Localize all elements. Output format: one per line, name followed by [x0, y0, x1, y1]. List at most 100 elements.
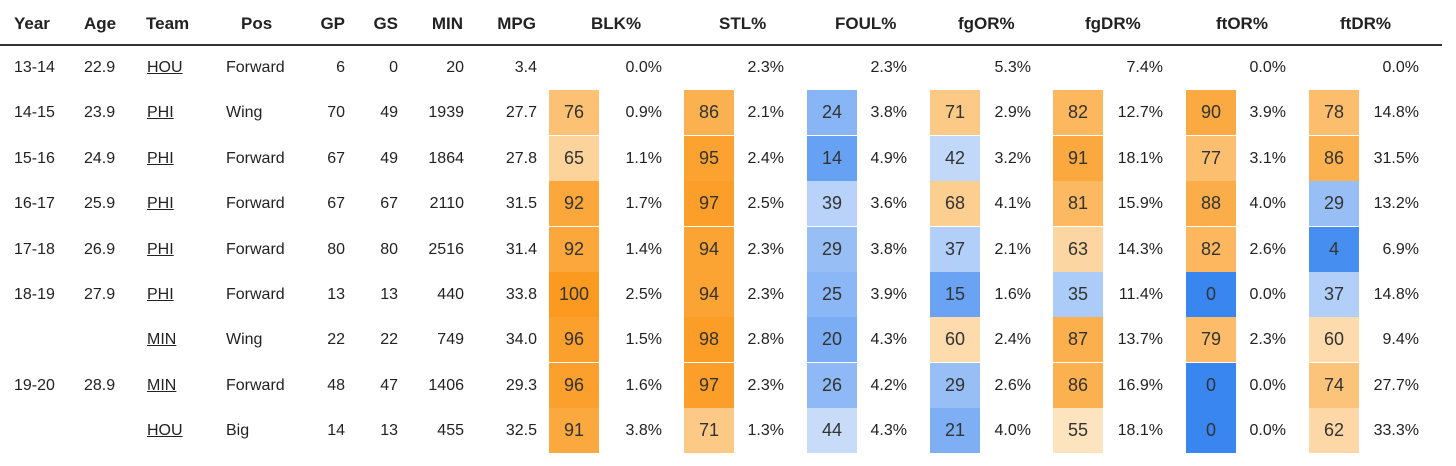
header-fgor: fgOR%	[958, 14, 1015, 33]
cell-gs: 80	[380, 240, 398, 258]
stat-value-stl: 2.5%	[747, 195, 784, 213]
percentile-cell-ftdr: 37	[1309, 272, 1359, 317]
percentile-cell-foul: 26	[807, 362, 857, 408]
stat-value-foul: 2.3%	[870, 59, 907, 76]
table-row: 18-19 27.9 PHI Forward 13 13 440 33.8 100 2.5% 94 2…	[0, 272, 1456, 317]
stat-value-ftor: 0.0%	[1249, 422, 1286, 440]
stat-value-fgor: 1.6%	[994, 286, 1031, 303]
percentile-cell-ftor: 82	[1186, 226, 1236, 272]
team-link[interactable]: PHI	[147, 104, 174, 122]
team-link[interactable]: MIN	[147, 376, 177, 394]
percentile-cell-ftor: 79	[1186, 317, 1236, 363]
cell-gp: 6	[336, 59, 345, 76]
stat-value-fgor: 4.1%	[994, 195, 1031, 213]
cell-mpg: 32.5	[505, 422, 537, 440]
percentile-cell-stl: 95	[684, 135, 734, 181]
stat-value-ftor: 0.0%	[1249, 59, 1286, 76]
cell-mpg: 29.3	[505, 376, 537, 394]
percentile-cell-blk: 100	[549, 272, 599, 317]
percentile-cell-fgdr: 55	[1053, 408, 1103, 454]
percentile-cell-blk: 96	[549, 317, 599, 363]
stat-value-fgor: 2.9%	[994, 104, 1031, 122]
percentile-cell-fgdr: 63	[1053, 226, 1103, 272]
stat-value-foul: 3.8%	[870, 104, 907, 122]
cell-gs: 13	[380, 422, 398, 440]
stat-value-stl: 2.3%	[747, 59, 784, 76]
cell-age: 25.9	[84, 195, 116, 213]
stat-value-fgdr: 13.7%	[1117, 331, 1163, 349]
percentile-cell-ftor: 0	[1186, 272, 1236, 317]
team-link[interactable]: PHI	[147, 286, 174, 303]
stat-value-ftdr: 14.8%	[1373, 286, 1419, 303]
table-row: HOU Big 14 13 455 32.5 91 3.8% 71 1.3% 44 4.3% 21 4.0…	[0, 408, 1456, 454]
cell-min: 455	[437, 422, 464, 440]
percentile-cell-blk: 65	[549, 135, 599, 181]
cell-pos: Forward	[226, 240, 285, 258]
cell-age: 23.9	[84, 104, 116, 122]
header-stl: STL%	[719, 14, 767, 33]
stat-value-ftor: 2.6%	[1249, 240, 1286, 258]
cell-gp: 70	[327, 104, 345, 122]
cell-gp: 67	[327, 195, 345, 213]
percentile-cell-ftor: 0	[1186, 362, 1236, 408]
team-link[interactable]: MIN	[147, 331, 177, 349]
table-row: 16-17 25.9 PHI Forward 67 67 2110 31.5 92 1.7% 97 2…	[0, 181, 1456, 227]
stat-value-ftor: 3.1%	[1249, 149, 1286, 167]
stat-value-fgdr: 18.1%	[1117, 149, 1163, 167]
percentile-cell-ftdr: 74	[1309, 362, 1359, 408]
header-gs: GS	[373, 14, 398, 33]
percentile-cell-stl: 71	[684, 408, 734, 454]
stat-value-ftdr: 0.0%	[1382, 59, 1419, 76]
stat-value-ftor: 2.3%	[1249, 331, 1286, 349]
cell-pos: Wing	[226, 331, 263, 349]
header-mpg: MPG	[497, 14, 536, 33]
cell-gp: 80	[327, 240, 345, 258]
cell-year	[14, 408, 64, 453]
percentile-cell-stl: 94	[684, 226, 734, 272]
stat-value-ftdr: 6.9%	[1382, 240, 1419, 258]
percentile-cell-fgdr: 35	[1053, 272, 1103, 317]
stat-value-fgor: 3.2%	[994, 149, 1031, 167]
stat-value-stl: 2.3%	[747, 240, 784, 258]
cell-year: 19-20	[14, 376, 55, 394]
stat-value-ftdr: 13.2%	[1373, 195, 1419, 213]
header-team: Team	[146, 14, 190, 33]
stat-value-fgdr: 11.4%	[1118, 286, 1163, 303]
cell-mpg: 27.8	[505, 149, 537, 167]
cell-year	[14, 317, 64, 362]
percentile-cell-fgor: 42	[930, 135, 980, 181]
cell-gp: 67	[327, 149, 345, 167]
cell-age: 22.9	[84, 59, 116, 76]
cell-gp: 13	[327, 286, 345, 303]
team-link[interactable]: PHI	[147, 195, 174, 213]
percentile-cell-blk: 96	[549, 362, 599, 408]
team-link[interactable]: PHI	[147, 240, 174, 258]
percentile-cell-foul: 44	[807, 408, 857, 454]
cell-year: 13-14	[14, 59, 55, 76]
percentile-cell-foul: 20	[807, 317, 857, 363]
team-link[interactable]: HOU	[147, 422, 183, 440]
cell-min: 2516	[428, 240, 464, 258]
cell-min: 20	[446, 59, 464, 76]
cell-min: 1406	[428, 376, 464, 394]
stat-value-ftdr: 9.4%	[1382, 331, 1419, 349]
percentile-cell-stl: 94	[684, 272, 734, 317]
percentile-cell-fgdr: 81	[1053, 181, 1103, 227]
stat-value-fgdr: 18.1%	[1117, 422, 1163, 440]
team-link[interactable]: HOU	[147, 59, 183, 76]
percentile-cell-foul: 29	[807, 226, 857, 272]
header-ftdr: ftDR%	[1340, 14, 1391, 33]
percentile-cell-stl: 86	[684, 90, 734, 136]
stat-value-blk: 1.4%	[625, 240, 662, 258]
stat-value-stl: 2.1%	[747, 104, 784, 122]
table-row: 14-15 23.9 PHI Wing 70 49 1939 27.7 76 0.9% 86 2.1%…	[0, 90, 1456, 136]
stat-value-stl: 1.3%	[747, 422, 784, 440]
cell-year: 15-16	[14, 149, 55, 167]
cell-mpg: 31.4	[505, 240, 537, 258]
stat-value-ftdr: 33.3%	[1373, 422, 1419, 440]
cell-pos: Big	[226, 422, 250, 440]
team-link[interactable]: PHI	[147, 149, 174, 167]
stat-value-fgdr: 7.4%	[1126, 59, 1163, 76]
header-fgdr: fgDR%	[1085, 14, 1141, 33]
